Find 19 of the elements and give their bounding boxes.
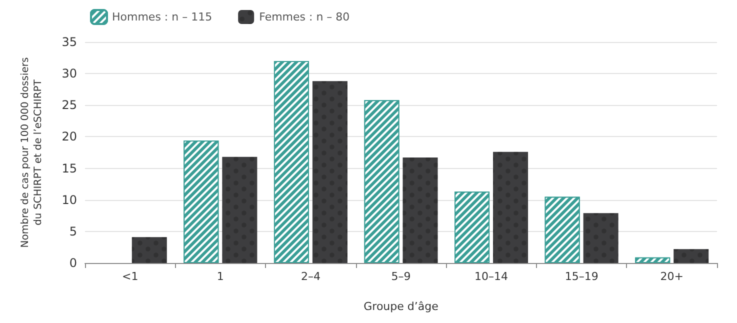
- x-tick-label: 20+: [660, 270, 684, 283]
- x-tick-label: 1: [216, 270, 224, 283]
- y-tick-label: 30: [62, 66, 77, 81]
- y-tick-label: 10: [62, 192, 77, 207]
- y-tick-label: 0: [69, 256, 77, 270]
- x-axis-title: Groupe d’âge: [364, 300, 439, 313]
- y-tick-label: 25: [62, 98, 77, 112]
- x-tick-label: 5–9: [391, 270, 411, 283]
- legend-label: Hommes : n – 115: [112, 10, 212, 24]
- y-tick-label: 15: [62, 161, 77, 176]
- x-tick-label: 15–19: [564, 270, 598, 283]
- legend-label: Femmes : n – 80: [259, 10, 350, 24]
- x-tick-label: 2–4: [300, 270, 320, 283]
- y-tick-label: 20: [62, 130, 77, 144]
- x-tick-label: <1: [122, 270, 138, 283]
- x-tick-label: 10–14: [474, 270, 508, 283]
- y-axis-title: Nombre de cas pour 100 000 dossiers du SCHIRPT et de l’eSCHIRPT: [20, 57, 44, 248]
- y-tick-label: 35: [62, 35, 77, 49]
- y-tick-label: 5: [69, 224, 77, 238]
